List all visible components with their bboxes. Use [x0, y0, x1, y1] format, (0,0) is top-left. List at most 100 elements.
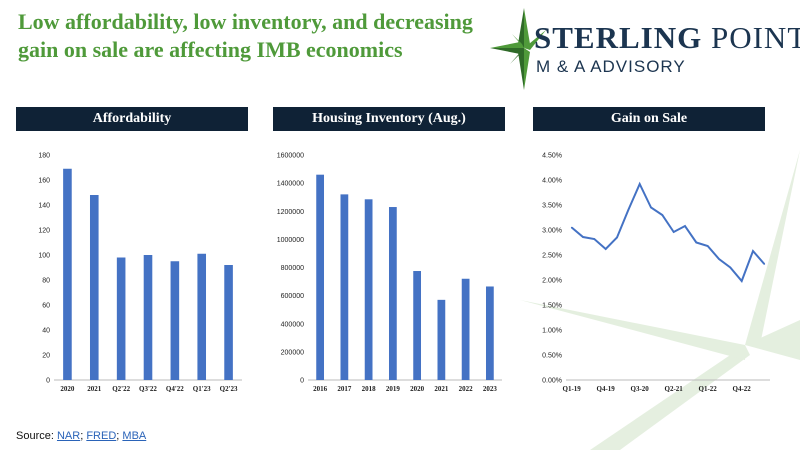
- x-tick-label: 2018: [362, 385, 377, 393]
- y-tick-label: 120: [38, 228, 50, 235]
- x-tick-label: Q4-22: [733, 385, 752, 393]
- data-point: [718, 258, 720, 260]
- x-tick-label: Q3-20: [631, 385, 650, 393]
- bar: [63, 168, 72, 380]
- x-tick-label: 2017: [337, 385, 352, 393]
- bar: [197, 253, 207, 380]
- bar: [224, 265, 233, 380]
- bar: [89, 195, 99, 380]
- housing-inventory-header: Housing Inventory (Aug.): [273, 107, 505, 131]
- x-tick-label: 2023: [483, 385, 498, 393]
- y-tick-label: 140: [38, 203, 50, 210]
- company-logo: STERLING POINT M & A ADVISORY: [486, 4, 800, 92]
- source-sep-1: ;: [80, 430, 87, 442]
- y-tick-label: 1.50%: [542, 303, 562, 310]
- y-tick-label: 0: [46, 378, 50, 385]
- y-tick-label: 200000: [281, 349, 304, 356]
- x-tick-label: Q2-21: [665, 385, 684, 393]
- source-link-mba[interactable]: MBA: [122, 430, 147, 442]
- x-tick-label: 2021: [87, 385, 102, 393]
- affordability-header: Affordability: [16, 107, 248, 131]
- y-tick-label: 1200000: [277, 209, 304, 216]
- y-tick-label: 2.00%: [542, 278, 562, 285]
- y-tick-label: 1400000: [277, 181, 304, 188]
- y-tick-label: 40: [42, 328, 50, 335]
- x-tick-label: Q4-19: [597, 385, 616, 393]
- data-point: [763, 263, 766, 265]
- x-tick-label: Q4'22: [166, 385, 184, 393]
- title-line-2: gain on sale are affecting IMB economics: [18, 37, 403, 62]
- x-tick-label: 2020: [60, 385, 75, 393]
- y-tick-label: 4.00%: [542, 178, 562, 185]
- y-tick-label: 2.50%: [542, 253, 562, 260]
- series-line: [571, 181, 766, 283]
- bar: [340, 194, 349, 380]
- data-point: [740, 280, 743, 282]
- source-link-fred[interactable]: FRED: [86, 430, 117, 442]
- title-line-1: Low affordability, low inventory, and de…: [18, 9, 473, 34]
- bar: [437, 299, 446, 380]
- bar: [485, 286, 494, 380]
- bar: [388, 207, 397, 380]
- bar: [364, 199, 373, 380]
- data-point: [672, 231, 675, 233]
- data-point: [706, 245, 709, 247]
- x-tick-label: 2021: [434, 385, 449, 393]
- y-tick-label: 100: [38, 253, 50, 260]
- x-tick-label: Q3'22: [139, 385, 157, 393]
- bar: [170, 261, 180, 380]
- y-tick-label: 20: [42, 353, 50, 360]
- data-point: [684, 225, 686, 227]
- source-sep-2: ;: [116, 430, 123, 442]
- x-tick-label: Q2'23: [220, 385, 238, 393]
- y-tick-label: 3.50%: [542, 203, 562, 210]
- x-tick-label: 2016: [313, 385, 328, 393]
- data-point: [661, 214, 664, 216]
- compass-star-icon: [490, 8, 546, 90]
- y-tick-label: 600000: [281, 293, 304, 300]
- logo-name: STERLING POINT: [534, 20, 800, 56]
- y-tick-label: 3.00%: [542, 228, 562, 235]
- bar: [413, 271, 422, 380]
- gain-on-sale-header: Gain on Sale: [533, 107, 765, 131]
- data-point: [604, 248, 607, 250]
- y-tick-label: 80: [42, 278, 50, 285]
- logo-name-rest: POINT: [702, 20, 800, 55]
- y-tick-label: 1.00%: [542, 328, 562, 335]
- data-point: [695, 241, 698, 244]
- source-link-nar[interactable]: NAR: [56, 430, 81, 442]
- y-tick-label: 160: [38, 178, 50, 185]
- y-tick-label: 4.50%: [542, 153, 562, 160]
- y-tick-label: 60: [42, 303, 50, 310]
- x-tick-label: 2019: [386, 385, 401, 393]
- data-point: [582, 236, 584, 238]
- data-point: [593, 238, 596, 240]
- bar: [461, 278, 470, 380]
- data-point: [627, 209, 630, 211]
- x-tick-label: 2022: [459, 385, 474, 393]
- data-point: [638, 183, 641, 185]
- y-tick-label: 0.00%: [542, 378, 562, 385]
- data-point: [570, 226, 573, 229]
- x-tick-label: Q1-22: [699, 385, 718, 393]
- bar: [143, 255, 153, 380]
- y-tick-label: 800000: [281, 265, 304, 272]
- logo-name-bold: STERLING: [534, 20, 703, 55]
- data-point: [650, 206, 652, 209]
- page-title: Low affordability, low inventory, and de…: [18, 8, 498, 64]
- y-tick-label: 400000: [281, 321, 304, 328]
- y-tick-label: 0: [300, 378, 304, 385]
- y-tick-label: 0.50%: [542, 353, 562, 360]
- bar: [316, 174, 325, 380]
- source-prefix: Source:: [16, 430, 57, 442]
- data-point: [616, 236, 618, 239]
- x-tick-label: 2020: [410, 385, 425, 393]
- y-tick-label: 180: [38, 153, 50, 160]
- bar: [116, 257, 126, 380]
- y-tick-label: 1000000: [277, 237, 304, 244]
- y-tick-label: 1600000: [277, 153, 304, 160]
